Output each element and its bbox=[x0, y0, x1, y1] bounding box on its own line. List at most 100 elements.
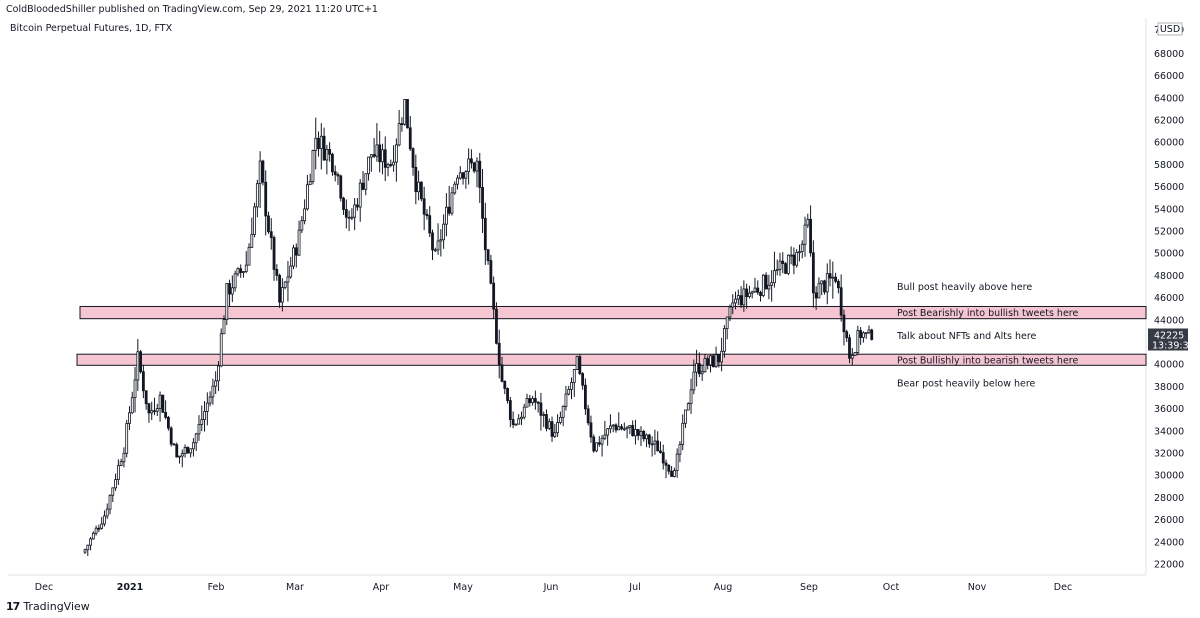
candle-up bbox=[133, 379, 137, 399]
candle-down bbox=[784, 263, 787, 274]
candle-up bbox=[375, 144, 379, 157]
price-chart[interactable]: Bull post heavily above here Post Bearish… bbox=[0, 0, 1200, 596]
candle-up bbox=[703, 358, 707, 373]
candle-down bbox=[836, 280, 840, 289]
candle-up bbox=[689, 389, 693, 404]
candle-up bbox=[778, 260, 782, 270]
tradingview-logo[interactable]: 17 TradingView bbox=[6, 600, 90, 613]
price-tick-label: 54000 bbox=[1154, 204, 1184, 215]
candle-up bbox=[734, 298, 737, 304]
candle-up bbox=[723, 328, 726, 352]
candle-down bbox=[339, 175, 343, 199]
candle-down bbox=[294, 247, 298, 256]
candle-up bbox=[639, 430, 643, 436]
candle-up bbox=[672, 470, 676, 477]
candle-up bbox=[258, 160, 262, 185]
candle-up bbox=[111, 487, 115, 496]
candle-up bbox=[750, 291, 754, 294]
candle-up bbox=[89, 538, 92, 546]
candle-up bbox=[242, 271, 245, 273]
candle-down bbox=[361, 182, 365, 190]
price-tick-label: 34000 bbox=[1154, 426, 1184, 437]
price-tick-label: 28000 bbox=[1154, 493, 1184, 504]
time-axis[interactable]: Dec 2021 Feb Mar Apr May Jun Jul Aug Sep Oct Nov Dec bbox=[35, 582, 1072, 593]
price-tick-label: 22000 bbox=[1154, 560, 1184, 571]
candle-down bbox=[153, 410, 156, 413]
candle-up bbox=[119, 461, 123, 466]
candle-up bbox=[817, 283, 821, 299]
candle-down bbox=[492, 282, 496, 310]
candle-up bbox=[83, 549, 87, 553]
candle-down bbox=[581, 373, 585, 386]
candle-up bbox=[450, 192, 454, 214]
candle-down bbox=[506, 388, 509, 401]
candle-down bbox=[172, 443, 176, 446]
candle-down bbox=[461, 172, 465, 179]
candle-up bbox=[803, 224, 807, 245]
candle-down bbox=[670, 470, 673, 477]
candle-up bbox=[864, 332, 868, 335]
candle-up bbox=[203, 411, 206, 420]
candle-up bbox=[542, 414, 546, 416]
price-zone[interactable] bbox=[76, 353, 1147, 366]
candle-up bbox=[695, 363, 698, 373]
candle-up bbox=[611, 424, 615, 427]
candle-up bbox=[800, 243, 804, 253]
candle-up bbox=[547, 421, 551, 429]
candle-down bbox=[545, 414, 548, 429]
candle-down bbox=[533, 398, 537, 403]
candle-down bbox=[764, 274, 768, 290]
candle-up bbox=[798, 251, 801, 254]
candle-up bbox=[453, 183, 457, 194]
candle-down bbox=[317, 137, 320, 150]
price-tick-label: 40000 bbox=[1154, 360, 1184, 371]
time-tick-label: Mar bbox=[286, 582, 304, 593]
candle-up bbox=[595, 442, 598, 452]
candle-down bbox=[781, 260, 785, 264]
candle-up bbox=[280, 287, 284, 303]
candle-up bbox=[116, 465, 120, 480]
candle-up bbox=[214, 380, 218, 387]
currency-badge[interactable]: USD bbox=[1157, 22, 1183, 36]
candle-down bbox=[697, 363, 701, 375]
candle-down bbox=[428, 215, 432, 234]
candle-up bbox=[250, 233, 254, 248]
candle-down bbox=[661, 452, 665, 464]
candle-up bbox=[244, 264, 248, 272]
candle-down bbox=[650, 443, 654, 446]
candle-up bbox=[86, 544, 90, 551]
candle-down bbox=[578, 356, 582, 374]
time-tick-label: Sep bbox=[800, 582, 818, 593]
candle-up bbox=[681, 422, 685, 445]
candle-down bbox=[834, 276, 837, 282]
annotation-text: Bear post heavily below here bbox=[897, 379, 1036, 390]
price-tick-label: 26000 bbox=[1154, 515, 1184, 526]
candle-down bbox=[275, 269, 279, 276]
candle-up bbox=[369, 154, 373, 158]
candle-down bbox=[419, 181, 423, 200]
candle-down bbox=[414, 166, 418, 193]
candle-up bbox=[158, 394, 162, 410]
candle-up bbox=[192, 442, 195, 450]
countdown-value: 13:39:38 bbox=[1152, 341, 1195, 352]
candle-up bbox=[622, 428, 626, 431]
price-axis[interactable]: 22000 24000 26000 28000 30000 32000 34000 36000… bbox=[1154, 49, 1184, 571]
candle-up bbox=[358, 182, 362, 208]
candle-up bbox=[831, 276, 835, 279]
candle-down bbox=[175, 444, 179, 458]
candle-up bbox=[475, 160, 479, 172]
candle-up bbox=[684, 409, 687, 424]
candle-down bbox=[447, 206, 451, 214]
candle-down bbox=[470, 158, 473, 164]
price-tick-label: 36000 bbox=[1154, 404, 1184, 415]
candle-down bbox=[664, 462, 668, 466]
candle-up bbox=[856, 330, 860, 353]
annotations-layer: Bull post heavily above here Post Bearish… bbox=[896, 282, 1078, 390]
candle-up bbox=[314, 137, 318, 151]
candle-up bbox=[653, 440, 657, 445]
candle-down bbox=[400, 123, 404, 126]
price-zone[interactable] bbox=[79, 305, 1147, 320]
candle-down bbox=[739, 295, 743, 306]
price-tick-label: 68000 bbox=[1154, 49, 1184, 60]
candle-up bbox=[222, 319, 226, 335]
